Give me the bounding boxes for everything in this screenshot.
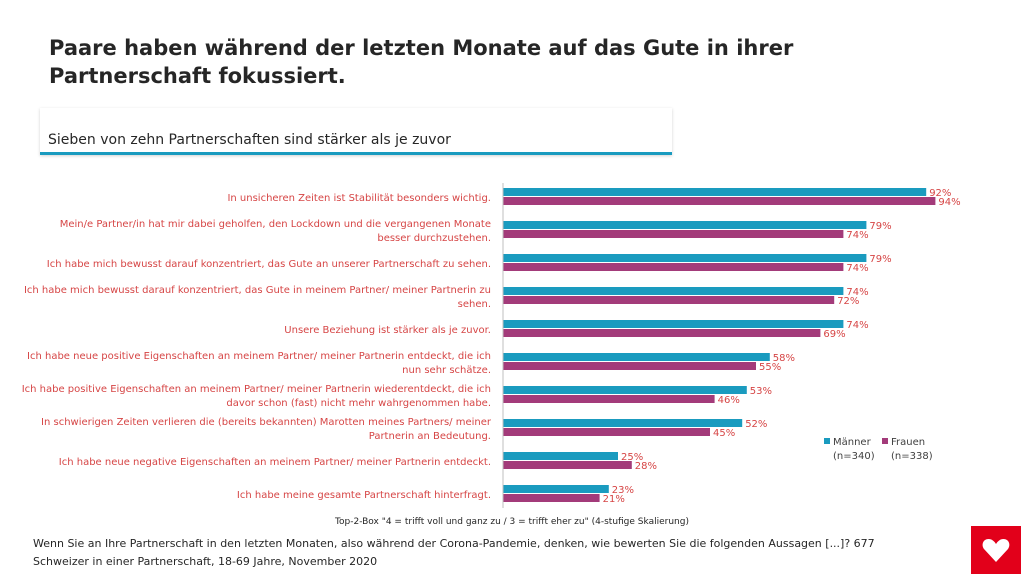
value-label: 72% [837, 296, 859, 307]
value-label: 21% [603, 494, 625, 505]
value-label: 52% [745, 419, 767, 430]
legend-swatch [824, 438, 830, 444]
category-label: Ich habe mich bewusst darauf konzentrier… [24, 285, 491, 296]
subtitle: Sieben von zehn Partnerschaften sind stä… [48, 132, 451, 148]
category-label: In unsicheren Zeiten ist Stabilität beso… [227, 193, 491, 204]
category-label: Ich habe meine gesamte Partnerschaft hin… [237, 490, 491, 501]
bar-maenner [503, 452, 618, 460]
legend-label: Frauen [891, 437, 925, 448]
value-label: 23% [612, 485, 634, 496]
legend-n: (n=338) [891, 451, 933, 462]
bar-maenner [503, 320, 844, 328]
category-label: besser durchzustehen. [377, 233, 491, 244]
value-label: 74% [846, 320, 868, 331]
category-label: Ich habe neue positive Eigenschaften an … [27, 351, 491, 362]
value-label: 46% [718, 395, 740, 406]
category-label: Unsere Beziehung ist stärker als je zuvo… [284, 325, 491, 336]
bar-frauen [503, 428, 710, 436]
value-label: 55% [759, 362, 781, 373]
category-label: sehen. [458, 299, 491, 310]
bar-frauen [503, 263, 844, 271]
bar-maenner [503, 419, 743, 427]
bar-maenner [503, 386, 747, 394]
value-label: 25% [621, 452, 643, 463]
page-title: Paare haben während der letzten Monate a… [49, 36, 794, 88]
value-label: 92% [929, 188, 951, 199]
bar-frauen [503, 362, 756, 370]
bar-frauen [503, 296, 835, 304]
bar-frauen [503, 230, 844, 238]
category-label: Mein/e Partner/in hat mir dabei geholfen… [60, 219, 491, 230]
value-label: 94% [938, 197, 960, 208]
bar-frauen [503, 395, 715, 403]
bar-frauen [503, 461, 632, 469]
bar-maenner [503, 353, 770, 361]
value-label: 74% [846, 263, 868, 274]
value-label: 74% [846, 287, 868, 298]
bar-frauen [503, 197, 936, 205]
logo [971, 526, 1021, 574]
bar-maenner [503, 254, 867, 262]
value-label: 79% [869, 221, 891, 232]
category-label: Ich habe positive Eigenschaften an meine… [22, 384, 491, 395]
footnote: Wenn Sie an Ihre Partnerschaft in den le… [33, 537, 875, 568]
category-label: nun sehr schätze. [402, 365, 491, 376]
bar-frauen [503, 494, 600, 502]
value-label: 69% [823, 329, 845, 340]
scale-note: Top-2-Box "4 = trifft voll und ganz zu /… [335, 517, 689, 527]
legend-swatch [882, 438, 888, 444]
legend-n: (n=340) [833, 451, 875, 462]
category-label: davor schon (fast) nicht mehr wahrgenomm… [226, 398, 491, 409]
value-label: 28% [635, 461, 657, 472]
bar-maenner [503, 221, 867, 229]
legend-label: Männer [833, 437, 872, 448]
bar-maenner [503, 188, 927, 196]
heart-icon [982, 539, 1010, 562]
value-label: 45% [713, 428, 735, 439]
category-label: Ich habe neue negative Eigenschaften an … [59, 457, 491, 468]
category-label: In schwierigen Zeiten verlieren die (ber… [41, 417, 492, 428]
bar-frauen [503, 329, 821, 337]
bar-maenner [503, 287, 844, 295]
value-label: 58% [773, 353, 795, 364]
bar-maenner [503, 485, 609, 493]
category-label: Ich habe mich bewusst darauf konzentrier… [47, 259, 491, 270]
value-label: 53% [750, 386, 772, 397]
value-label: 74% [846, 230, 868, 241]
subtitle-box: Sieben von zehn Partnerschaften sind stä… [40, 108, 672, 155]
category-label: Partnerin an Bedeutung. [369, 431, 491, 442]
value-label: 79% [869, 254, 891, 265]
